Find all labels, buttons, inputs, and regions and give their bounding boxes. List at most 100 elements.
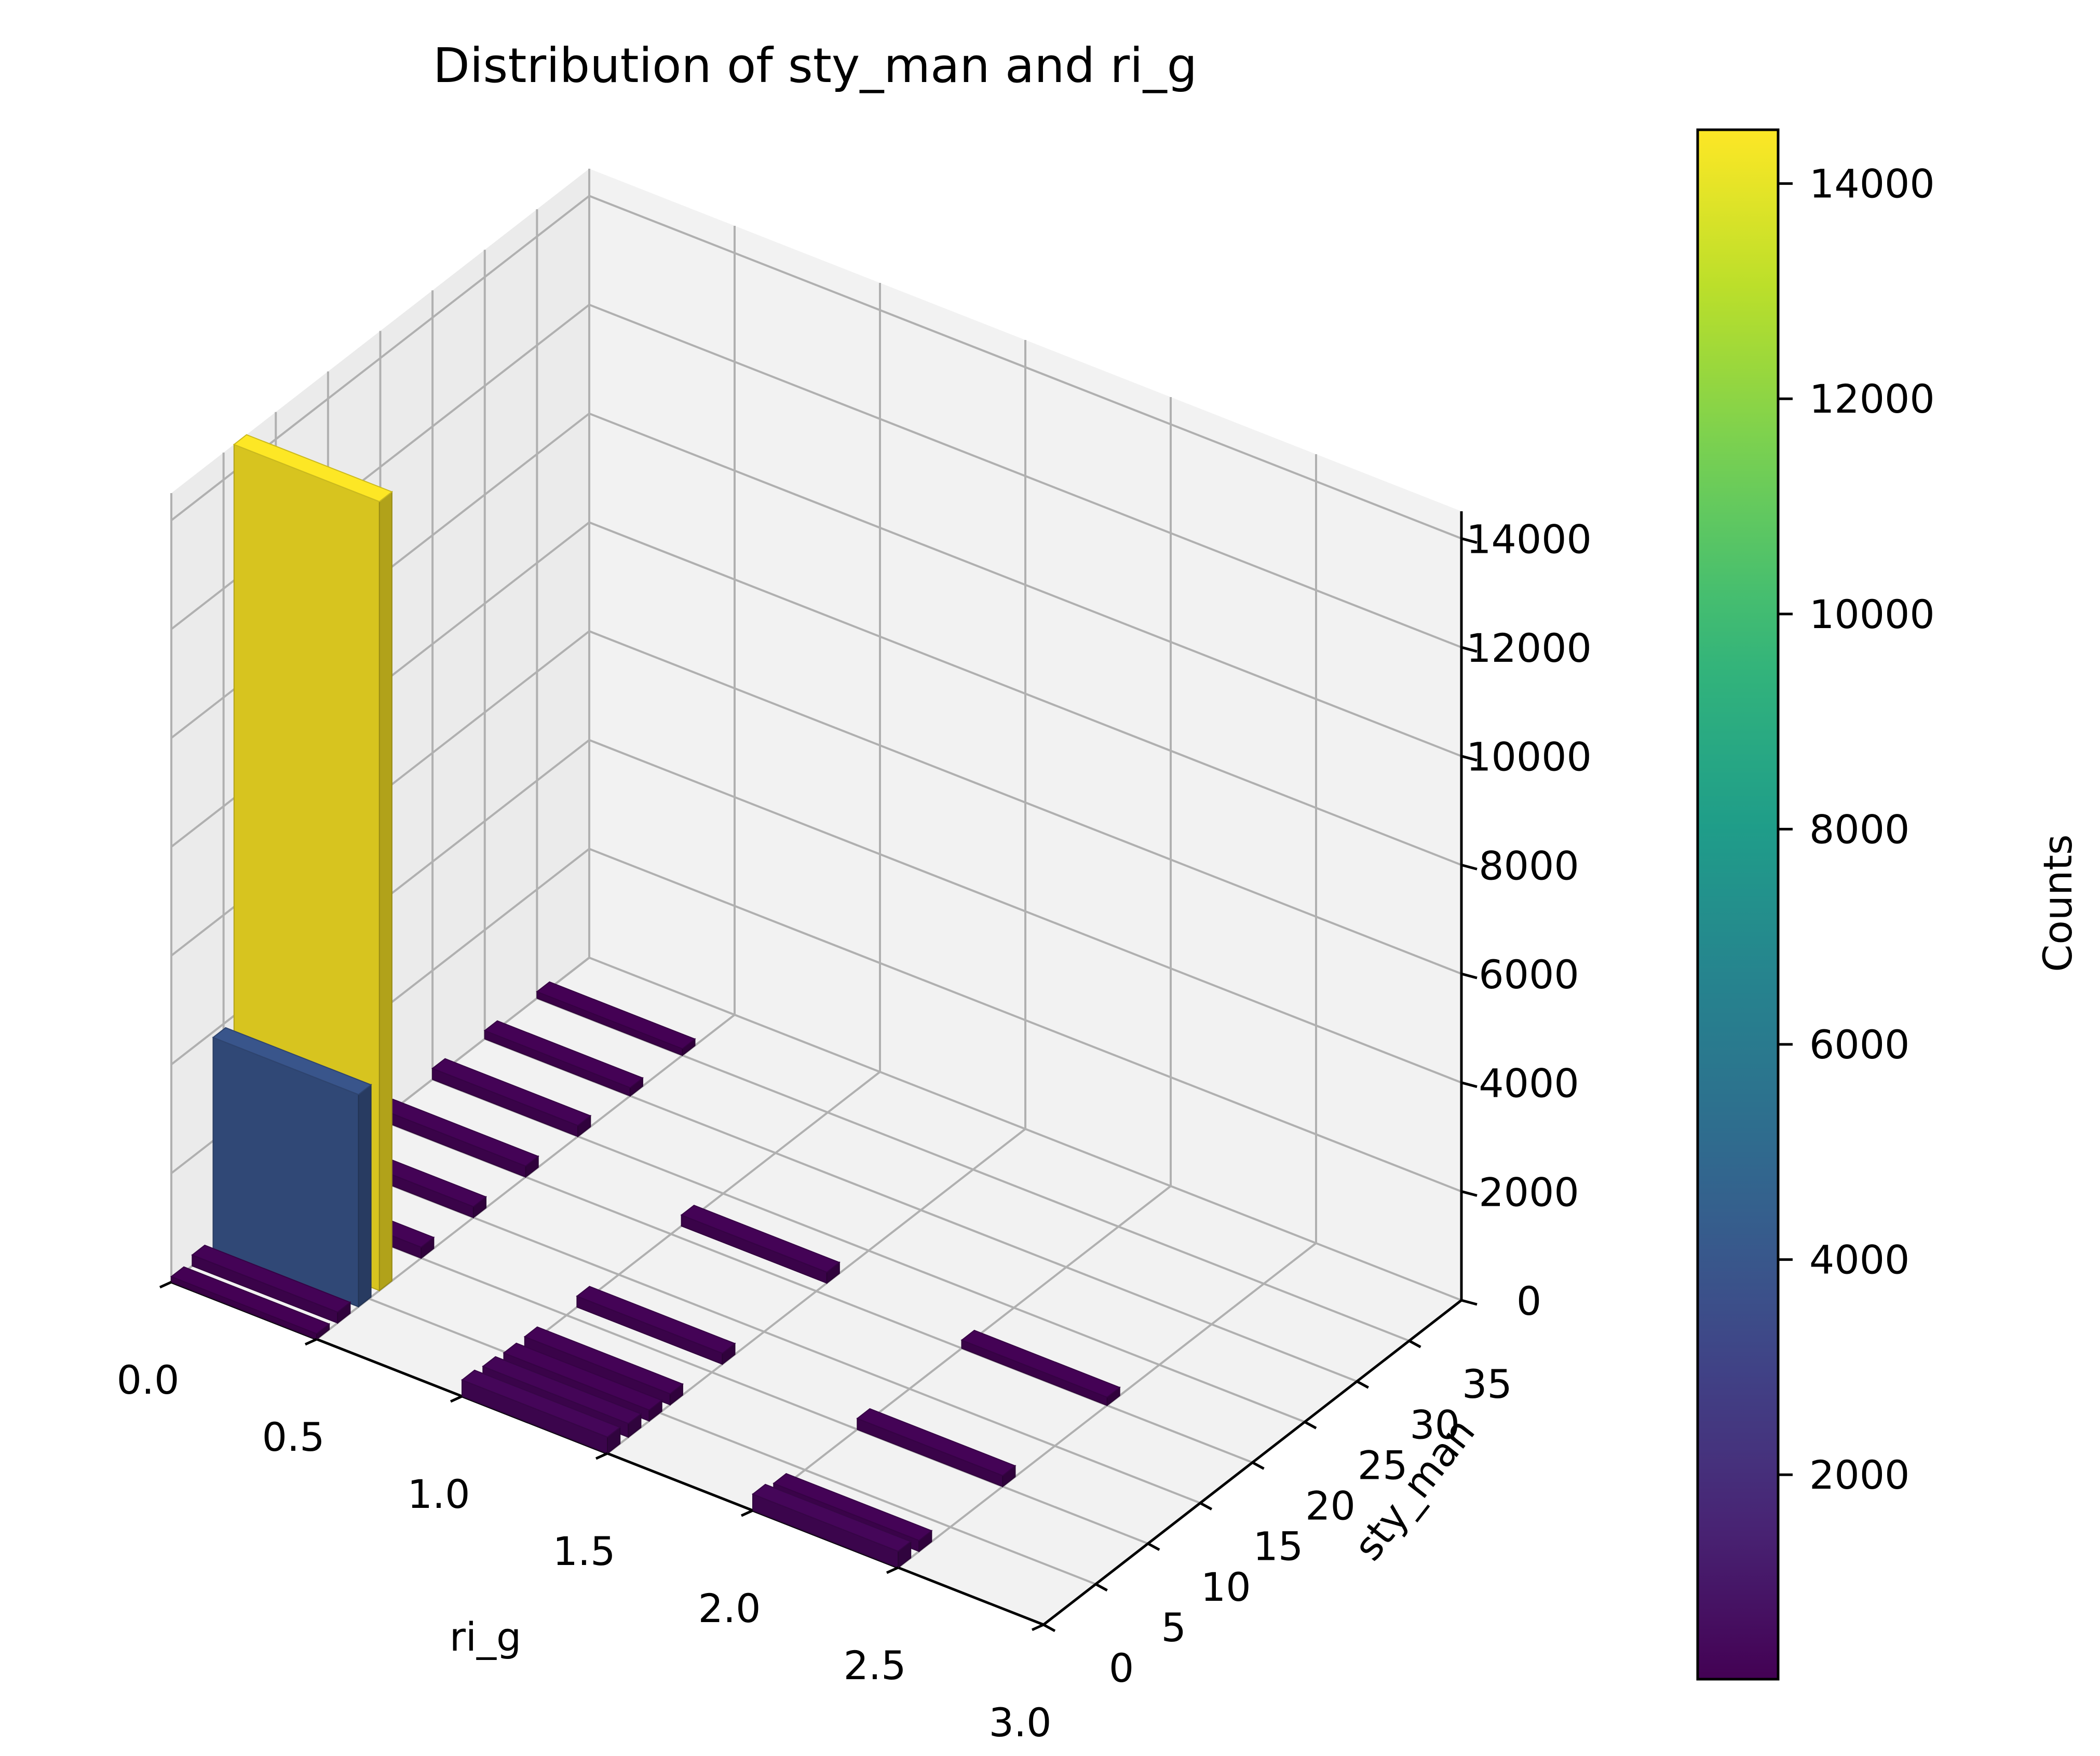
x-tick-label: 0.5: [262, 1414, 325, 1460]
y-tick-label: 0: [1109, 1645, 1134, 1691]
bar-side-face: [378, 491, 392, 1292]
colorbar-tick-label: 2000: [1809, 1452, 1909, 1498]
y-tick-mark: [1356, 1380, 1369, 1389]
y-tick-mark: [1408, 1339, 1421, 1349]
z-tick-mark: [1461, 646, 1478, 653]
bars-group: [170, 434, 1121, 1569]
colorbar-tick-label: 6000: [1809, 1022, 1909, 1068]
z-tick-mark: [1461, 537, 1478, 544]
bar-top-face: [212, 1027, 372, 1095]
colorbar: 2000 4000 6000 8000 10000 12000 14000 Counts: [1696, 128, 2081, 1681]
bar-top-face: [503, 1342, 663, 1411]
y-tick-mark: [1147, 1542, 1160, 1551]
x-tick-label: 3.0: [989, 1699, 1052, 1746]
y-tick-label: 20: [1305, 1483, 1356, 1529]
z-tick-label: 0: [1516, 1278, 1541, 1324]
bar: [212, 1027, 372, 1308]
bar-top-face: [536, 981, 696, 1050]
x-tick-mark: [886, 1566, 899, 1574]
colorbar-tick-label: 12000: [1809, 376, 1935, 422]
grid-line: [589, 521, 1462, 866]
bar-top-face: [482, 1356, 642, 1424]
y-tick-mark: [1199, 1502, 1213, 1510]
z-tick-label: 8000: [1479, 842, 1579, 889]
y-tick-label: 30: [1410, 1401, 1460, 1448]
x-tick-label: 1.5: [553, 1528, 616, 1574]
colorbar-label: Counts: [2035, 834, 2081, 972]
grid-line: [589, 195, 1462, 540]
bar-top-face: [431, 1058, 592, 1126]
grid-line: [589, 304, 1462, 648]
colorbar-tick-label: 14000: [1809, 161, 1935, 207]
tick-labels: 0.00.51.01.52.02.53.00510152025303502000…: [117, 516, 1592, 1746]
grid-line: [589, 957, 1462, 1301]
bar: [523, 1326, 684, 1406]
bar: [170, 1266, 331, 1341]
bar: [856, 1408, 1017, 1488]
grid-line: [589, 412, 1462, 757]
x-axis-label: ri_g: [450, 1614, 522, 1660]
x-tick-mark: [159, 1281, 172, 1289]
chart-title: Distribution of sty_man and ri_g: [433, 38, 1197, 93]
z-tick-label: 12000: [1466, 625, 1592, 671]
z-tick-label: 2000: [1479, 1169, 1579, 1215]
colorbar-gradient: [1696, 128, 1780, 1681]
bar: [431, 1058, 592, 1138]
bar: [536, 981, 696, 1057]
x-tick-label: 1.0: [408, 1471, 470, 1517]
x-tick-label: 2.5: [844, 1642, 906, 1689]
y-tick-label: 25: [1358, 1442, 1408, 1488]
bar-side-face: [358, 1083, 372, 1308]
y-tick-mark: [1095, 1583, 1108, 1592]
grid-line: [589, 739, 1462, 1084]
z-tick-mark: [1461, 755, 1478, 762]
y-tick-label: 35: [1462, 1361, 1512, 1407]
x-tick-mark: [595, 1452, 608, 1460]
bar-top-face: [233, 434, 393, 502]
bar-top-face: [773, 1473, 933, 1541]
x-tick-mark: [450, 1395, 463, 1403]
x-tick-mark: [1031, 1623, 1045, 1631]
z-tick-mark: [1461, 1081, 1478, 1088]
colorbar-ticks: 2000 4000 6000 8000 10000 12000 14000: [1778, 161, 1935, 1498]
bar-top-face: [483, 1020, 644, 1088]
bar: [461, 1369, 621, 1455]
colorbar-tick-label: 8000: [1809, 806, 1909, 852]
y-tick-label: 10: [1201, 1564, 1251, 1610]
grid-line: [589, 630, 1462, 975]
bar-top-face: [751, 1483, 912, 1552]
y-tick-label: 5: [1161, 1604, 1186, 1651]
bar-top-face: [960, 1329, 1121, 1398]
z-tick-label: 14000: [1466, 516, 1592, 562]
x-tick-mark: [740, 1509, 754, 1517]
bar-top-face: [576, 1286, 736, 1354]
y-tick-mark: [1042, 1623, 1056, 1632]
bar-top-face: [170, 1266, 331, 1335]
bar: [576, 1286, 736, 1366]
z-tick-label: 6000: [1479, 951, 1579, 998]
bar-top-face: [680, 1205, 841, 1273]
bar: [191, 1244, 351, 1324]
grid-line: [589, 848, 1462, 1193]
z-tick-mark: [1461, 1299, 1478, 1306]
colorbar-tick-label: 4000: [1809, 1237, 1909, 1283]
bar-top-face: [523, 1326, 684, 1395]
bar: [960, 1329, 1121, 1407]
bar: [751, 1483, 912, 1569]
x-tick-mark: [304, 1338, 318, 1346]
bar-top-face: [461, 1369, 621, 1438]
bar: [680, 1205, 841, 1284]
y-tick-label: 15: [1253, 1523, 1304, 1570]
z-tick-mark: [1461, 1190, 1478, 1197]
bar-top-face: [191, 1244, 351, 1313]
z-tick-mark: [1461, 972, 1478, 979]
bar-top-face: [856, 1408, 1017, 1476]
colorbar-tick-label: 10000: [1809, 591, 1935, 637]
z-tick-mark: [1461, 863, 1478, 870]
x-tick-label: 0.0: [117, 1357, 180, 1403]
bar: [483, 1020, 644, 1097]
z-tick-label: 4000: [1479, 1060, 1579, 1107]
z-tick-label: 10000: [1466, 734, 1592, 780]
